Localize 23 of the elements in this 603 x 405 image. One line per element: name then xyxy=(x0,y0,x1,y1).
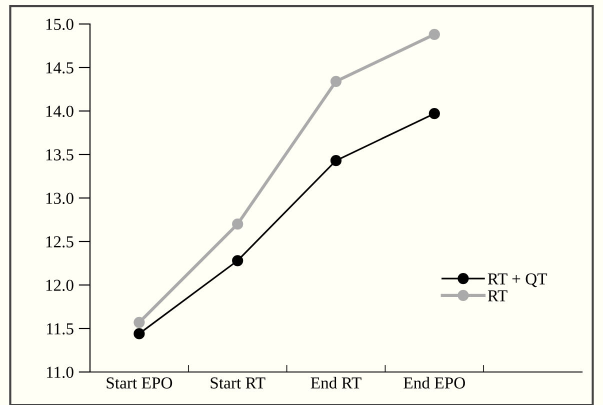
point xyxy=(134,316,145,328)
legend-label: RT xyxy=(488,290,508,302)
y-tick-label: 14.5 xyxy=(46,62,74,74)
y-tick-label: 13.5 xyxy=(46,149,74,161)
point xyxy=(232,218,244,230)
legend-label: RT + QT xyxy=(488,273,548,288)
point xyxy=(428,108,440,120)
y-tick-label: 15.0 xyxy=(46,18,74,30)
x-tick-label: End EPO xyxy=(404,376,465,389)
y-tick-label: 11.5 xyxy=(46,323,74,335)
x-tick-label: Start RT xyxy=(210,377,266,389)
x-tick-label: Start EPO xyxy=(106,377,172,389)
y-tick-label: 12.0 xyxy=(46,280,74,292)
y-tick-label: 12.5 xyxy=(46,236,74,248)
point xyxy=(134,328,145,340)
y-tick-label: 14.0 xyxy=(46,106,74,118)
y-tick-label: 11.0 xyxy=(46,366,74,378)
point xyxy=(428,28,440,40)
point xyxy=(232,255,244,266)
x-tick-label: End RT xyxy=(310,376,362,389)
point xyxy=(330,76,342,87)
y-tick-label: 13.0 xyxy=(46,192,74,204)
point xyxy=(330,155,342,166)
